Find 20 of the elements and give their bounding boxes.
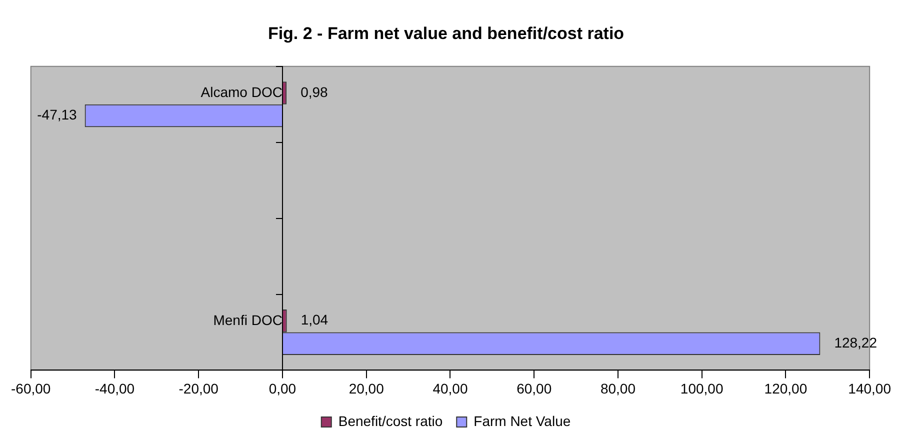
x-tick-label: -20,00 bbox=[178, 380, 219, 396]
x-tick-label: 60,00 bbox=[516, 380, 552, 396]
x-tick-label: -60,00 bbox=[10, 380, 51, 396]
x-tick-label: 20,00 bbox=[348, 380, 384, 396]
data-label: 128,22 bbox=[834, 334, 878, 350]
x-tick-label: -40,00 bbox=[94, 380, 135, 396]
y-tick-label: Alcamo DOC bbox=[200, 84, 282, 100]
y-tick-label: Menfi DOC bbox=[213, 312, 282, 328]
x-tick-label: 100,00 bbox=[680, 380, 724, 396]
legend-label: Benefit/cost ratio bbox=[338, 412, 443, 429]
legend-label: Farm Net Value bbox=[474, 412, 571, 429]
x-tick-label: 80,00 bbox=[600, 380, 636, 396]
chart-title: Fig. 2 - Farm net value and benefit/cost ratio bbox=[268, 24, 624, 43]
x-tick-label: 120,00 bbox=[764, 380, 808, 396]
x-tick-label: 40,00 bbox=[432, 380, 468, 396]
x-tick-label: 140,00 bbox=[848, 380, 892, 396]
data-label: 0,98 bbox=[300, 84, 328, 100]
data-label: -47,13 bbox=[37, 106, 78, 123]
x-tick-label: 0,00 bbox=[268, 380, 296, 396]
data-label: 1,04 bbox=[300, 312, 328, 328]
